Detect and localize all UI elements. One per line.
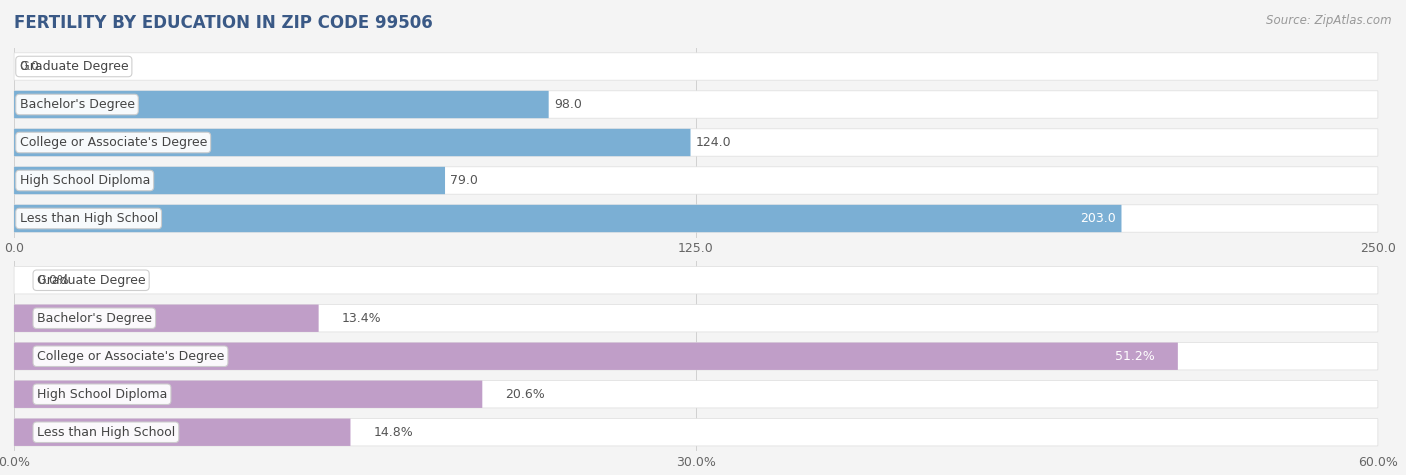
FancyBboxPatch shape xyxy=(14,380,482,408)
Text: Bachelor's Degree: Bachelor's Degree xyxy=(37,312,152,325)
Text: 98.0: 98.0 xyxy=(554,98,582,111)
Text: 20.6%: 20.6% xyxy=(505,388,544,401)
FancyBboxPatch shape xyxy=(14,167,446,194)
Text: Graduate Degree: Graduate Degree xyxy=(37,274,145,287)
FancyBboxPatch shape xyxy=(14,304,1378,332)
FancyBboxPatch shape xyxy=(14,129,1378,156)
FancyBboxPatch shape xyxy=(14,418,1378,446)
FancyBboxPatch shape xyxy=(14,91,548,118)
Text: Source: ZipAtlas.com: Source: ZipAtlas.com xyxy=(1267,14,1392,27)
FancyBboxPatch shape xyxy=(14,304,319,332)
Text: 203.0: 203.0 xyxy=(1080,212,1116,225)
Text: College or Associate's Degree: College or Associate's Degree xyxy=(20,136,207,149)
FancyBboxPatch shape xyxy=(14,205,1378,232)
Text: 0.0: 0.0 xyxy=(20,60,39,73)
FancyBboxPatch shape xyxy=(14,380,1378,408)
Text: College or Associate's Degree: College or Associate's Degree xyxy=(37,350,224,363)
FancyBboxPatch shape xyxy=(14,167,1378,194)
Text: Less than High School: Less than High School xyxy=(37,426,174,439)
Text: 13.4%: 13.4% xyxy=(342,312,381,325)
Text: High School Diploma: High School Diploma xyxy=(20,174,150,187)
FancyBboxPatch shape xyxy=(14,129,690,156)
Text: Less than High School: Less than High School xyxy=(20,212,157,225)
FancyBboxPatch shape xyxy=(14,342,1378,370)
Text: 14.8%: 14.8% xyxy=(373,426,413,439)
FancyBboxPatch shape xyxy=(14,418,350,446)
Text: 51.2%: 51.2% xyxy=(1115,350,1156,363)
Text: 0.0%: 0.0% xyxy=(37,274,69,287)
Text: 124.0: 124.0 xyxy=(696,136,731,149)
FancyBboxPatch shape xyxy=(14,205,1122,232)
Text: Graduate Degree: Graduate Degree xyxy=(20,60,128,73)
Text: FERTILITY BY EDUCATION IN ZIP CODE 99506: FERTILITY BY EDUCATION IN ZIP CODE 99506 xyxy=(14,14,433,32)
Text: High School Diploma: High School Diploma xyxy=(37,388,167,401)
Text: Bachelor's Degree: Bachelor's Degree xyxy=(20,98,135,111)
Text: 79.0: 79.0 xyxy=(450,174,478,187)
FancyBboxPatch shape xyxy=(14,342,1178,370)
FancyBboxPatch shape xyxy=(14,266,1378,294)
FancyBboxPatch shape xyxy=(14,91,1378,118)
FancyBboxPatch shape xyxy=(14,53,1378,80)
